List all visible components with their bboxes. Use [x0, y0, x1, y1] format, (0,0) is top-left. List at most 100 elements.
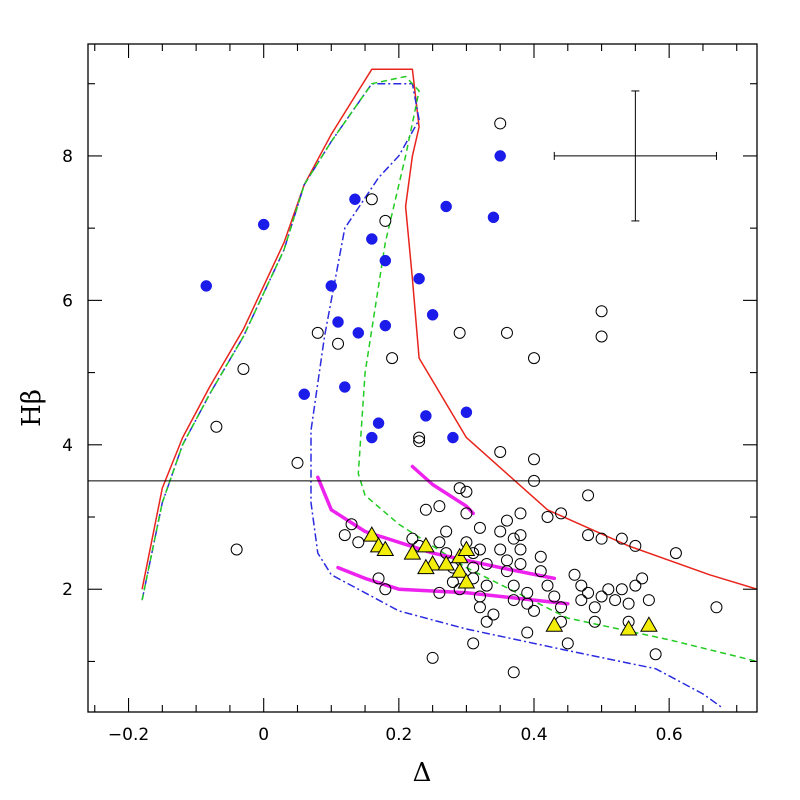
open-circle-point [352, 536, 365, 549]
filled-circle-point [420, 410, 432, 422]
open-circle-point [534, 565, 547, 578]
open-circle-point [413, 431, 426, 444]
series-line-6 [410, 464, 475, 516]
filled-circle-point [494, 150, 506, 162]
open-circle-point [710, 601, 723, 614]
open-circle-point [440, 525, 453, 538]
open-circle-point [291, 456, 304, 469]
open-circle-point [595, 305, 608, 318]
open-circle-point [514, 543, 527, 556]
open-circle-point [629, 579, 642, 592]
open-circle-point [453, 482, 466, 495]
open-circle-point [568, 568, 581, 581]
x-tick-label: 0 [258, 725, 269, 745]
series-line-3 [141, 75, 757, 663]
open-circle-point [494, 543, 507, 556]
filled-circle-point [332, 316, 344, 328]
open-circle-point [602, 583, 615, 596]
filled-circle-point [298, 388, 310, 400]
open-circle-point [521, 626, 534, 639]
series-line-1 [141, 68, 757, 590]
open-circle-point [473, 543, 486, 556]
open-circle-point [528, 352, 540, 365]
filled-circle-point [372, 417, 385, 429]
open-circle-point [507, 532, 520, 545]
y-tick-label: 8 [62, 147, 73, 167]
open-circle-point [561, 637, 574, 650]
x-tick-label: 0.6 [656, 725, 683, 745]
data-points [200, 117, 723, 679]
open-circle-point [413, 435, 426, 448]
triangle-point [376, 540, 395, 556]
triangle-point [437, 554, 456, 571]
triangle-point [457, 540, 476, 556]
open-circle-point [453, 326, 466, 339]
open-circle-point [629, 539, 642, 552]
filled-circle-point [487, 211, 500, 224]
filled-circle-point [426, 309, 439, 321]
filled-circle-point [460, 406, 473, 419]
open-circle-point [379, 583, 392, 596]
open-circle-point [534, 550, 547, 563]
open-circle-point [528, 604, 540, 617]
filled-circle-point [379, 319, 392, 332]
open-circle-point [609, 594, 622, 607]
open-circle-point [500, 514, 513, 527]
open-circle-point [480, 557, 493, 570]
open-circle-point [419, 503, 432, 516]
open-circle-point [582, 586, 595, 599]
triangle-point [457, 572, 476, 589]
open-circle-point [500, 565, 513, 578]
x-tick-label: 0.4 [520, 725, 547, 745]
x-tick-label: 0.2 [385, 725, 412, 745]
open-circle-point [480, 579, 493, 592]
open-circle-point [453, 583, 466, 596]
triangle-point [640, 616, 658, 632]
y-tick-label: 2 [62, 580, 73, 600]
open-circle-point [230, 543, 243, 556]
open-circle-point [332, 337, 345, 350]
triangle-point [545, 616, 564, 632]
open-circle-point [386, 352, 399, 365]
open-circle-point [494, 446, 507, 459]
filled-circle-point [379, 254, 392, 267]
open-circle-point [379, 214, 392, 227]
open-circle-point [487, 608, 500, 621]
open-circle-point [514, 529, 527, 542]
open-circle-point [426, 651, 439, 664]
open-circle-point [595, 532, 608, 545]
open-circle-point [541, 511, 554, 524]
filled-circle-point [257, 218, 270, 231]
open-circle-point [615, 532, 628, 545]
open-circle-point [338, 529, 351, 542]
open-circle-point [528, 474, 540, 487]
tick-labels: −0.2 0 0.2 0.4 0.6 2 4 6 8 [62, 147, 683, 745]
open-circle-point [669, 547, 682, 560]
filled-circle-point [447, 431, 459, 444]
open-circle-point [494, 525, 507, 538]
open-circle-point [467, 637, 480, 650]
open-circle-point [649, 648, 662, 661]
open-circle-point [433, 586, 446, 599]
open-circle-point [595, 590, 608, 603]
series-line-5 [336, 565, 570, 606]
filled-circle-point [352, 327, 365, 339]
filled-circle-point [366, 431, 378, 444]
open-circle-point [514, 507, 527, 520]
triangle-point [450, 562, 469, 578]
filled-circle-point [325, 280, 338, 292]
series-line-2 [141, 82, 724, 710]
model-curves [141, 68, 757, 710]
y-axis-label: Hβ [17, 389, 47, 427]
open-circle-point [365, 193, 378, 206]
open-circle-point [521, 597, 534, 610]
open-circle-point [460, 507, 473, 520]
open-circle-point [237, 362, 250, 375]
x-tick-label: −0.2 [108, 725, 149, 745]
open-circle-point [582, 529, 595, 542]
open-circle-point [541, 579, 554, 592]
open-circle-point [460, 485, 473, 498]
triangle-point [403, 544, 422, 560]
filled-circle-point [339, 381, 351, 393]
filled-circle-point [440, 200, 452, 213]
